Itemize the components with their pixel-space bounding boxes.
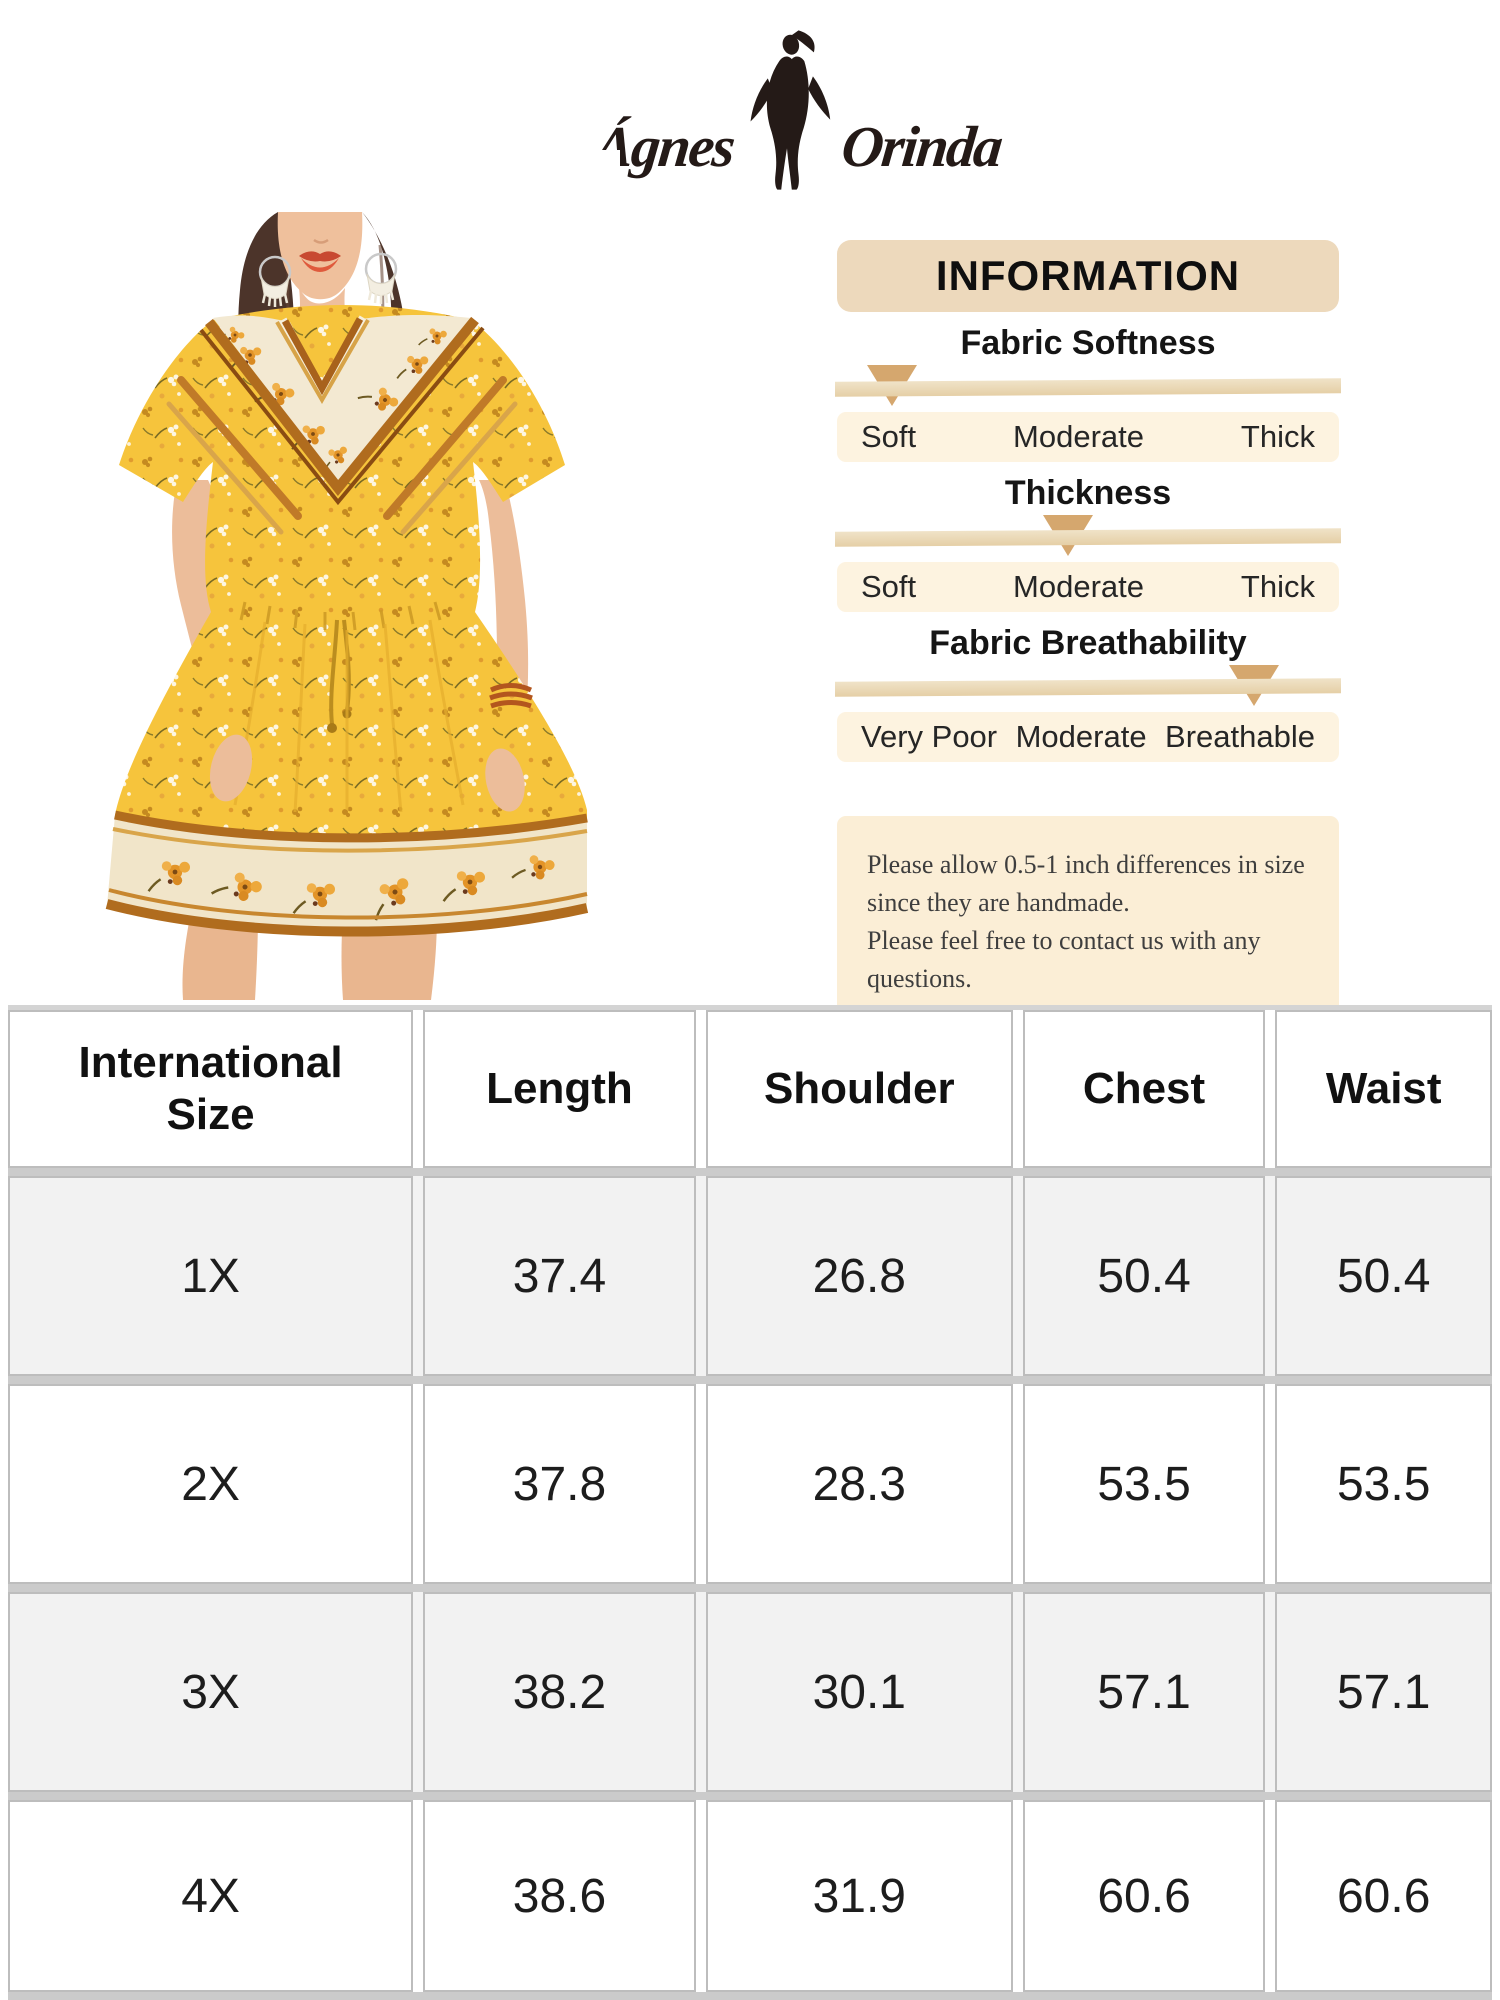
- size-cell: 4X: [8, 1800, 414, 1992]
- measure-cell: 37.4: [423, 1176, 696, 1376]
- slider-track-zone: [835, 514, 1341, 560]
- metric-title: Fabric Breathability: [929, 624, 1247, 662]
- metric: Fabric Breathability Very Poor Moderate …: [835, 622, 1341, 762]
- scale-label: Breathable: [1165, 719, 1315, 754]
- column-header: Waist: [1275, 1010, 1492, 1168]
- metric-title: Thickness: [1004, 474, 1172, 512]
- measure-cell: 57.1: [1022, 1592, 1266, 1792]
- measure-cell: 53.5: [1275, 1384, 1492, 1584]
- scale-label: Thick: [1240, 419, 1315, 454]
- scale-label: Moderate: [1015, 719, 1147, 754]
- measure-cell: 26.8: [705, 1176, 1013, 1376]
- measure-cell: 53.5: [1022, 1384, 1266, 1584]
- measure-cell: 60.6: [1022, 1800, 1266, 1992]
- column-header: Shoulder: [705, 1010, 1013, 1168]
- measure-cell: 28.3: [705, 1384, 1013, 1584]
- metric: Thickness Soft Moderate Thick: [835, 472, 1341, 612]
- column-header: International Size: [8, 1010, 414, 1168]
- note-box: Please allow 0.5-1 inch differences in s…: [837, 816, 1339, 1022]
- scale-labels: Soft Moderate Thick: [837, 562, 1339, 612]
- table-row: 4X 38.6 31.9 60.6 60.6: [8, 1792, 1492, 2000]
- measure-cell: 50.4: [1275, 1176, 1492, 1376]
- note-line: Please feel free to contact us with any …: [867, 926, 1261, 993]
- size-table: International Size Length Shoulder Chest Wai…: [0, 1005, 1500, 2000]
- slider-track-zone: [835, 664, 1341, 710]
- size-cell: 2X: [8, 1384, 414, 1584]
- scale-labels: Very Poor Moderate Breathable: [837, 712, 1339, 762]
- scale-label: Soft: [861, 569, 917, 604]
- info-panel: INFORMATION Fabric Softness Soft Moderat…: [835, 240, 1341, 1022]
- measure-cell: 37.8: [423, 1384, 696, 1584]
- table-header-row: International Size Length Shoulder Chest Wai…: [8, 1005, 1492, 1168]
- measure-cell: 60.6: [1275, 1800, 1492, 1992]
- brand-name-right: Orinda: [838, 114, 1004, 179]
- scale-label: Very Poor: [861, 719, 998, 754]
- metric: Fabric Softness Soft Moderate Thick: [835, 322, 1341, 462]
- measure-cell: 30.1: [705, 1592, 1013, 1792]
- measure-cell: 31.9: [705, 1800, 1013, 1992]
- measure-cell: 50.4: [1022, 1176, 1266, 1376]
- brand-logo: Ágnes Orinda: [552, 26, 1042, 194]
- size-cell: 1X: [8, 1176, 414, 1376]
- scale-label: Moderate: [1013, 419, 1145, 454]
- table-row: 3X 38.2 30.1 57.1 57.1: [8, 1584, 1492, 1792]
- column-header: Chest: [1022, 1010, 1266, 1168]
- table-row: 2X 37.8 28.3 53.5 53.5: [8, 1376, 1492, 1584]
- table-row: 1X 37.4 26.8 50.4 50.4: [8, 1168, 1492, 1376]
- slider-track-zone: [835, 364, 1341, 410]
- measure-cell: 38.2: [423, 1592, 696, 1792]
- scale-label: Soft: [861, 419, 917, 454]
- scale-label: Thick: [1240, 569, 1315, 604]
- product-photo: [85, 150, 620, 1000]
- slider-track: [835, 528, 1341, 547]
- metrics: Fabric Softness Soft Moderate Thick Thic…: [835, 322, 1341, 762]
- scale-labels: Soft Moderate Thick: [837, 412, 1339, 462]
- info-banner: INFORMATION: [837, 240, 1339, 312]
- column-header: Length: [423, 1010, 696, 1168]
- measure-cell: 57.1: [1275, 1592, 1492, 1792]
- note-line: since they are handmade.: [867, 888, 1130, 917]
- size-cell: 3X: [8, 1592, 414, 1792]
- slider-track: [835, 378, 1341, 397]
- woman-silhouette-icon: [750, 30, 830, 190]
- scale-label: Moderate: [1013, 569, 1145, 604]
- model-illustration: [85, 150, 620, 1000]
- note-line: Please allow 0.5-1 inch differences in s…: [867, 850, 1305, 879]
- measure-cell: 38.6: [423, 1800, 696, 1992]
- metric-title: Fabric Softness: [960, 324, 1216, 362]
